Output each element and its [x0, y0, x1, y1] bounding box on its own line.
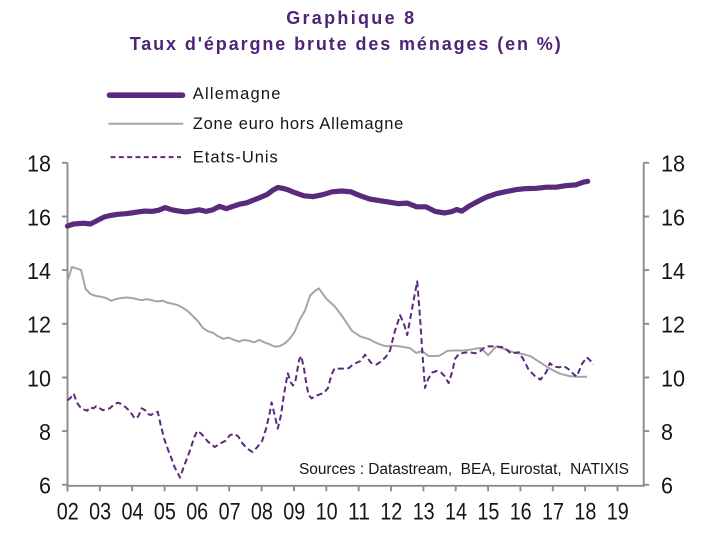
svg-text:8: 8	[661, 419, 673, 445]
svg-text:16: 16	[510, 499, 532, 526]
svg-text:14: 14	[27, 258, 51, 284]
svg-text:19: 19	[607, 499, 629, 526]
svg-text:05: 05	[154, 499, 176, 526]
svg-text:14: 14	[445, 499, 467, 526]
svg-text:12: 12	[661, 312, 685, 338]
svg-text:Taux d'épargne brute des ménag: Taux d'épargne brute des ménages (en %)	[130, 34, 561, 54]
svg-text:02: 02	[57, 499, 79, 526]
svg-text:Graphique 8: Graphique 8	[286, 8, 414, 28]
svg-text:17: 17	[542, 499, 564, 526]
svg-text:06: 06	[186, 499, 208, 526]
svg-text:8: 8	[39, 419, 51, 445]
svg-text:Sources : Datastream, BEA, Eu: Sources : Datastream, BEA, Eurostat, NAT…	[299, 461, 629, 478]
svg-text:08: 08	[251, 499, 273, 526]
svg-text:6: 6	[661, 473, 673, 499]
svg-text:Allemagne: Allemagne	[193, 85, 281, 103]
svg-text:04: 04	[122, 499, 144, 526]
svg-text:15: 15	[477, 499, 499, 526]
svg-text:03: 03	[89, 499, 111, 526]
svg-text:10: 10	[316, 499, 338, 526]
svg-text:18: 18	[27, 151, 51, 177]
svg-text:11: 11	[348, 499, 370, 526]
svg-text:14: 14	[661, 258, 685, 284]
svg-text:Zone euro hors Allemagne: Zone euro hors Allemagne	[193, 115, 403, 133]
svg-text:Etats-Unis: Etats-Unis	[193, 148, 278, 166]
svg-text:12: 12	[380, 499, 402, 526]
svg-text:09: 09	[283, 499, 305, 526]
svg-text:18: 18	[574, 499, 596, 526]
svg-text:16: 16	[27, 204, 51, 230]
svg-text:10: 10	[27, 365, 51, 391]
svg-text:12: 12	[27, 312, 51, 338]
svg-text:13: 13	[413, 499, 435, 526]
svg-text:16: 16	[661, 204, 685, 230]
svg-text:07: 07	[219, 499, 241, 526]
svg-text:10: 10	[661, 365, 685, 391]
svg-text:6: 6	[39, 473, 51, 499]
svg-text:18: 18	[661, 151, 685, 177]
